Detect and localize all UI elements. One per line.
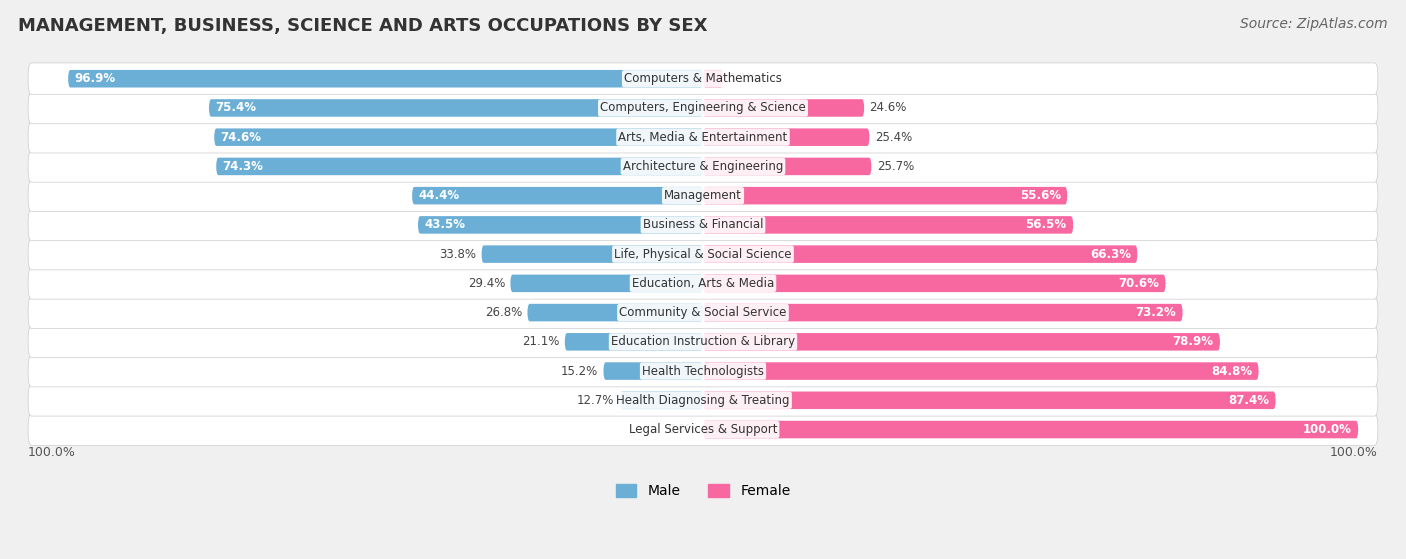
FancyBboxPatch shape <box>603 362 703 380</box>
Text: 74.6%: 74.6% <box>221 131 262 144</box>
FancyBboxPatch shape <box>703 129 869 146</box>
Text: 15.2%: 15.2% <box>561 364 598 377</box>
Text: Life, Physical & Social Science: Life, Physical & Social Science <box>614 248 792 260</box>
Text: 87.4%: 87.4% <box>1227 394 1270 407</box>
Text: 75.4%: 75.4% <box>215 101 256 115</box>
Text: 84.8%: 84.8% <box>1211 364 1253 377</box>
Text: Education Instruction & Library: Education Instruction & Library <box>612 335 794 348</box>
FancyBboxPatch shape <box>703 421 1358 438</box>
Text: Source: ZipAtlas.com: Source: ZipAtlas.com <box>1240 17 1388 31</box>
Text: 74.3%: 74.3% <box>222 160 263 173</box>
FancyBboxPatch shape <box>565 333 703 350</box>
Text: Arts, Media & Entertainment: Arts, Media & Entertainment <box>619 131 787 144</box>
FancyBboxPatch shape <box>703 70 723 88</box>
Text: Health Diagnosing & Treating: Health Diagnosing & Treating <box>616 394 790 407</box>
FancyBboxPatch shape <box>481 245 703 263</box>
Text: 55.6%: 55.6% <box>1019 189 1060 202</box>
FancyBboxPatch shape <box>28 326 1378 358</box>
FancyBboxPatch shape <box>28 92 1378 124</box>
Text: 12.7%: 12.7% <box>578 394 614 407</box>
FancyBboxPatch shape <box>28 297 1378 328</box>
Text: Health Technologists: Health Technologists <box>643 364 763 377</box>
FancyBboxPatch shape <box>28 63 1378 94</box>
Text: 33.8%: 33.8% <box>439 248 477 260</box>
FancyBboxPatch shape <box>209 99 703 117</box>
Text: 3.1%: 3.1% <box>728 72 758 85</box>
Text: 100.0%: 100.0% <box>28 446 76 459</box>
Text: 21.1%: 21.1% <box>522 335 560 348</box>
FancyBboxPatch shape <box>703 245 1137 263</box>
FancyBboxPatch shape <box>703 158 872 175</box>
FancyBboxPatch shape <box>28 121 1378 153</box>
FancyBboxPatch shape <box>67 70 703 88</box>
FancyBboxPatch shape <box>703 333 1220 350</box>
Text: MANAGEMENT, BUSINESS, SCIENCE AND ARTS OCCUPATIONS BY SEX: MANAGEMENT, BUSINESS, SCIENCE AND ARTS O… <box>18 17 707 35</box>
Text: Architecture & Engineering: Architecture & Engineering <box>623 160 783 173</box>
Text: Computers, Engineering & Science: Computers, Engineering & Science <box>600 101 806 115</box>
FancyBboxPatch shape <box>28 238 1378 270</box>
FancyBboxPatch shape <box>703 304 1182 321</box>
FancyBboxPatch shape <box>28 414 1378 446</box>
FancyBboxPatch shape <box>28 180 1378 211</box>
FancyBboxPatch shape <box>214 129 703 146</box>
Text: 24.6%: 24.6% <box>869 101 907 115</box>
Text: Computers & Mathematics: Computers & Mathematics <box>624 72 782 85</box>
Text: 96.9%: 96.9% <box>75 72 115 85</box>
Text: Business & Financial: Business & Financial <box>643 219 763 231</box>
Text: 0.0%: 0.0% <box>666 423 696 436</box>
FancyBboxPatch shape <box>527 304 703 321</box>
Text: 44.4%: 44.4% <box>419 189 460 202</box>
FancyBboxPatch shape <box>510 274 703 292</box>
Text: Education, Arts & Media: Education, Arts & Media <box>631 277 775 290</box>
FancyBboxPatch shape <box>28 268 1378 299</box>
Text: 78.9%: 78.9% <box>1173 335 1213 348</box>
FancyBboxPatch shape <box>703 391 1275 409</box>
FancyBboxPatch shape <box>412 187 703 205</box>
Text: 100.0%: 100.0% <box>1330 446 1378 459</box>
FancyBboxPatch shape <box>28 385 1378 416</box>
Text: 70.6%: 70.6% <box>1118 277 1159 290</box>
Text: Management: Management <box>664 189 742 202</box>
FancyBboxPatch shape <box>418 216 703 234</box>
FancyBboxPatch shape <box>703 274 1166 292</box>
Text: 29.4%: 29.4% <box>468 277 505 290</box>
FancyBboxPatch shape <box>28 150 1378 182</box>
Text: 100.0%: 100.0% <box>1303 423 1351 436</box>
Text: 26.8%: 26.8% <box>485 306 522 319</box>
Text: 43.5%: 43.5% <box>425 219 465 231</box>
FancyBboxPatch shape <box>28 356 1378 387</box>
FancyBboxPatch shape <box>28 209 1378 241</box>
Legend: Male, Female: Male, Female <box>610 479 796 504</box>
FancyBboxPatch shape <box>703 99 865 117</box>
FancyBboxPatch shape <box>703 362 1258 380</box>
FancyBboxPatch shape <box>620 391 703 409</box>
FancyBboxPatch shape <box>217 158 703 175</box>
FancyBboxPatch shape <box>703 216 1073 234</box>
Text: Community & Social Service: Community & Social Service <box>619 306 787 319</box>
Text: 56.5%: 56.5% <box>1025 219 1067 231</box>
Text: 25.4%: 25.4% <box>875 131 912 144</box>
FancyBboxPatch shape <box>703 187 1067 205</box>
Text: 66.3%: 66.3% <box>1090 248 1130 260</box>
Text: 25.7%: 25.7% <box>876 160 914 173</box>
Text: 73.2%: 73.2% <box>1135 306 1175 319</box>
Text: Legal Services & Support: Legal Services & Support <box>628 423 778 436</box>
